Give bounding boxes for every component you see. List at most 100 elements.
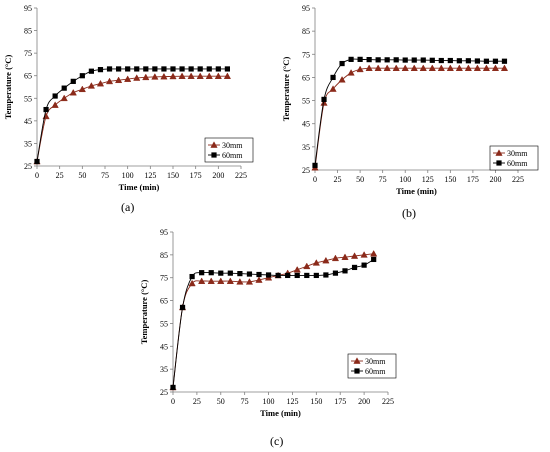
data-point-60mm (215, 66, 221, 72)
data-point-30mm (374, 64, 382, 71)
data-point-60mm (304, 272, 310, 279)
data-point-30mm (217, 277, 225, 284)
data-point-60mm (393, 57, 399, 63)
x-axis-label: Time (min) (260, 408, 301, 418)
data-point-30mm (360, 251, 368, 258)
series-line-60mm (36, 68, 228, 162)
x-tick-label: 175 (190, 171, 202, 180)
x-tick-label: 200 (358, 397, 370, 406)
data-point-60mm (224, 66, 230, 72)
data-point-60mm (294, 272, 300, 279)
x-tick-label: 125 (286, 397, 298, 406)
series-60mm (312, 56, 508, 168)
data-point-60mm (189, 273, 195, 280)
legend-marker (496, 160, 502, 166)
data-point-30mm (338, 76, 346, 83)
data-point-30mm (160, 72, 168, 80)
data-point-60mm (361, 262, 367, 268)
series-line-30mm (172, 253, 374, 388)
data-point-30mm (69, 88, 77, 96)
x-tick-label: 75 (101, 171, 109, 180)
x-tick-label: 50 (78, 171, 86, 180)
y-tick-label: 85 (24, 27, 32, 36)
data-point-60mm (492, 58, 499, 64)
data-point-30mm (223, 72, 232, 79)
x-tick-label: 25 (56, 171, 64, 180)
y-tick-label: 25 (160, 388, 168, 397)
y-tick-label: 85 (160, 251, 168, 260)
data-point-60mm (447, 57, 453, 64)
x-tick-label: 50 (217, 397, 225, 406)
data-point-30mm (87, 82, 96, 89)
y-axis-label: Temperature (°C) (281, 57, 291, 122)
legend-box (489, 145, 539, 171)
y-tick-label: 95 (24, 4, 32, 13)
data-point-60mm (330, 74, 336, 81)
data-point-30mm (51, 101, 59, 108)
data-point-60mm (375, 57, 381, 63)
legend-marker (211, 152, 217, 158)
data-point-30mm (187, 72, 195, 79)
data-point-30mm (142, 73, 150, 81)
data-point-60mm (170, 384, 176, 391)
y-tick-label: 55 (302, 97, 310, 106)
data-point-30mm (331, 254, 340, 262)
data-point-60mm (285, 272, 291, 279)
data-point-60mm (429, 57, 435, 63)
x-axis-label: Time (min) (119, 182, 160, 192)
data-point-60mm (179, 66, 185, 72)
data-point-30mm (226, 277, 234, 284)
data-point-30mm (365, 64, 373, 71)
chart-c: 25 35 45 55 65 75 85 95 0 25 50 75 100 125 150 175 200 22… (130, 222, 420, 434)
data-point-30mm (428, 64, 436, 71)
data-point-60mm (116, 66, 122, 72)
x-tick-label: 25 (193, 397, 201, 406)
panel-label-b: (b) (402, 206, 416, 220)
data-point-60mm (265, 272, 272, 278)
legend-label: 60mm (507, 159, 528, 168)
data-point-60mm (208, 270, 214, 276)
data-point-30mm (169, 72, 177, 80)
y-tick-label: 25 (302, 166, 310, 175)
data-point-60mm (474, 58, 480, 64)
data-point-30mm (341, 253, 349, 260)
data-point-30mm (198, 277, 206, 284)
data-point-30mm (78, 85, 86, 93)
x-tick-label: 200 (489, 175, 501, 184)
legend-marker (210, 141, 218, 148)
x-tick-label: 125 (422, 175, 434, 184)
legend-label: 60mm (365, 367, 386, 376)
data-point-30mm (356, 65, 364, 73)
x-tick-label: 175 (467, 175, 479, 184)
data-point-60mm (197, 66, 203, 72)
data-point-30mm (255, 276, 263, 283)
x-tick-label: 175 (334, 397, 346, 406)
data-point-30mm (446, 64, 454, 71)
data-point-60mm (143, 66, 149, 72)
data-point-60mm (501, 58, 508, 64)
x-tick-label: 150 (310, 397, 322, 406)
data-point-30mm (350, 252, 359, 259)
data-point-60mm (402, 57, 408, 63)
y-tick-label: 95 (160, 228, 168, 237)
y-tick-label: 65 (160, 297, 168, 306)
x-tick-label: 0 (35, 171, 39, 180)
x-tick-label: 0 (171, 397, 175, 406)
data-point-30mm (303, 262, 311, 270)
y-axis-label: Temperature (°C) (139, 280, 149, 345)
data-point-30mm (293, 265, 301, 273)
y-tick-label: 65 (24, 72, 32, 81)
data-point-60mm (206, 66, 212, 72)
legend-box (347, 353, 397, 379)
data-point-60mm (79, 73, 85, 79)
data-point-30mm (473, 64, 482, 71)
data-point-30mm (245, 278, 254, 285)
data-point-30mm (455, 64, 463, 71)
chart-b: 25 35 45 55 65 75 85 95 0 25 50 75 100 125 150 175 200 22… (277, 0, 550, 218)
data-point-60mm (218, 270, 224, 276)
data-point-30mm (312, 259, 320, 266)
y-tick-label: 75 (302, 50, 310, 59)
